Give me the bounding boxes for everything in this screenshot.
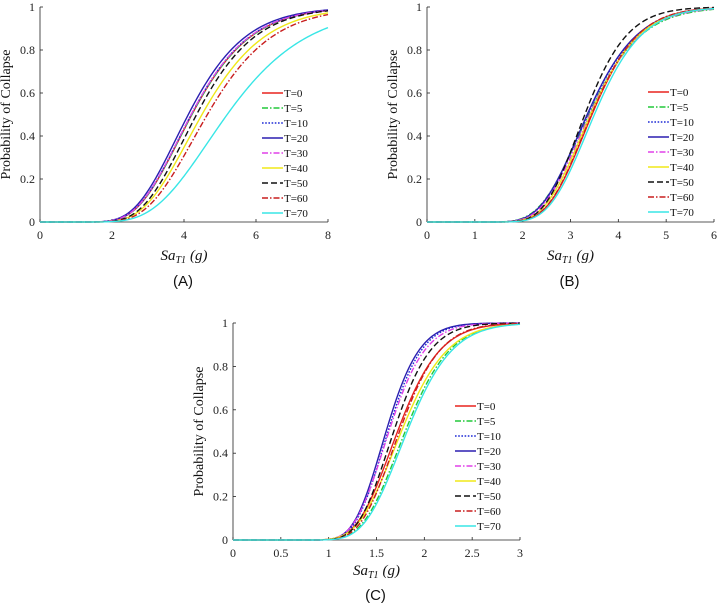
chart-panel-c: 0 0.5 1 1.5 2 2.5 3 0 0.2 0.4 0.6 0.8 1 Probability o… (192, 316, 523, 604)
legend-label: T=50 (284, 178, 308, 190)
legend-label: T=5 (670, 102, 689, 114)
x-tick-label: 4 (615, 228, 621, 242)
y-tick-label: 0 (416, 215, 422, 229)
legend-label: T=10 (670, 117, 694, 129)
y-tick-label: 0.8 (407, 43, 422, 57)
series-line-t-10 (40, 9, 329, 223)
legend-label: T=40 (477, 476, 501, 488)
legend-label: T=30 (284, 148, 308, 160)
y-tick-label: 1 (29, 0, 35, 14)
y-tick-label: 1 (222, 316, 228, 330)
x-tick-label: 2 (421, 546, 427, 560)
y-axis-label: Probability of Collapse (386, 50, 401, 180)
x-tick-label: 1.5 (369, 546, 384, 560)
series-line-t-10 (427, 7, 715, 223)
x-tick-label: 4 (181, 228, 187, 242)
legend-label: T=0 (284, 88, 303, 100)
x-axis-label: SaT1 (g) (353, 563, 400, 581)
legend-label: T=50 (477, 491, 501, 503)
x-tick-label: 0 (230, 546, 236, 560)
legend-label: T=0 (477, 401, 496, 413)
legend-label: T=20 (670, 132, 694, 144)
x-tick-label: 3 (568, 228, 574, 242)
series-line-t-0 (40, 9, 329, 223)
series-line-t-70 (40, 26, 329, 223)
legend-label: T=50 (670, 177, 694, 189)
y-tick-label: 0.2 (407, 172, 422, 186)
x-tick-label: 6 (253, 228, 259, 242)
legend-label: T=70 (670, 207, 694, 219)
legend-label: T=10 (477, 431, 501, 443)
y-tick-label: 0 (29, 215, 35, 229)
legend-label: T=60 (477, 506, 501, 518)
legend-label: T=5 (477, 416, 496, 428)
x-tick-label: 2.5 (465, 546, 480, 560)
legend-label: T=30 (670, 147, 694, 159)
series-line-t-20 (40, 9, 329, 223)
y-tick-label: 0.2 (20, 172, 35, 186)
legend: T=0 T=5 T=10 T=20 T=30 T=40 T=50 T=60 T=70 (262, 88, 308, 220)
y-tick-label: 0.6 (20, 86, 35, 100)
y-tick-label: 0.4 (213, 446, 228, 460)
series-line-t-70 (427, 7, 715, 223)
series-line-t-60 (427, 7, 715, 223)
y-tick-label: 1 (416, 0, 422, 14)
y-tick-label: 0.6 (213, 403, 228, 417)
y-tick-label: 0.2 (213, 490, 228, 504)
x-tick-label: 5 (663, 228, 669, 242)
legend-label: T=40 (670, 162, 694, 174)
x-tick-label: 0 (424, 228, 430, 242)
x-tick-label: 6 (711, 228, 717, 242)
series-line-t-40 (427, 7, 715, 223)
x-tick-label: 0.5 (273, 546, 288, 560)
legend-label: T=10 (284, 118, 308, 130)
series-line-t-30 (40, 9, 329, 223)
legend-label: T=60 (284, 193, 308, 205)
series-line-t-70 (233, 323, 521, 541)
legend-label: T=5 (284, 103, 303, 115)
panel-label: (B) (560, 273, 580, 290)
chart-panel-b: 0 1 2 3 4 5 6 0 0.2 0.4 0.6 0.8 1 Probability of Coll… (386, 0, 717, 290)
x-tick-label: 2 (109, 228, 115, 242)
legend: T=0 T=5 T=10 T=20 T=30 T=40 T=50 T=60 T=70 (648, 87, 694, 219)
legend-label: T=60 (670, 192, 694, 204)
y-tick-label: 0.8 (213, 359, 228, 373)
series-line-t-20 (427, 7, 715, 223)
y-tick-label: 0.4 (407, 129, 422, 143)
panel-label: (A) (173, 273, 193, 290)
y-tick-label: 0.8 (20, 43, 35, 57)
legend-label: T=30 (477, 461, 501, 473)
y-axis-label: Probability of Collapse (0, 50, 14, 180)
series-line-t-5 (40, 9, 329, 223)
legend: T=0 T=5 T=10 T=20 T=30 T=40 T=50 T=60 T=70 (455, 401, 501, 533)
legend-label: T=0 (670, 87, 689, 99)
legend-label: T=20 (284, 133, 308, 145)
panel-label: (C) (365, 587, 386, 604)
series-line-t-5 (427, 8, 715, 223)
x-axis-label: SaT1 (g) (160, 248, 207, 266)
x-tick-label: 8 (325, 228, 331, 242)
y-tick-label: 0.4 (20, 129, 35, 143)
series-line-t-50 (427, 6, 715, 223)
x-tick-label: 1 (326, 546, 332, 560)
y-axis-label: Probability of Collapse (192, 367, 207, 497)
y-tick-label: 0 (222, 533, 228, 547)
legend-label: T=70 (477, 521, 501, 533)
x-tick-label: 1 (472, 228, 478, 242)
legend-label: T=20 (477, 446, 501, 458)
x-axis-label: SaT1 (g) (547, 248, 594, 266)
x-tick-label: 3 (517, 546, 523, 560)
x-tick-label: 0 (37, 228, 43, 242)
series-line-t-30 (427, 8, 715, 223)
x-tick-label: 2 (520, 228, 526, 242)
series-line-t-50 (40, 10, 329, 223)
legend-label: T=40 (284, 163, 308, 175)
series-line-t-0 (427, 7, 715, 223)
y-tick-label: 0.6 (407, 86, 422, 100)
chart-panel-a: 0 2 4 6 8 0 0.2 0.4 0.6 0.8 1 Probability of Collap… (0, 0, 331, 290)
legend-label: T=70 (284, 208, 308, 220)
